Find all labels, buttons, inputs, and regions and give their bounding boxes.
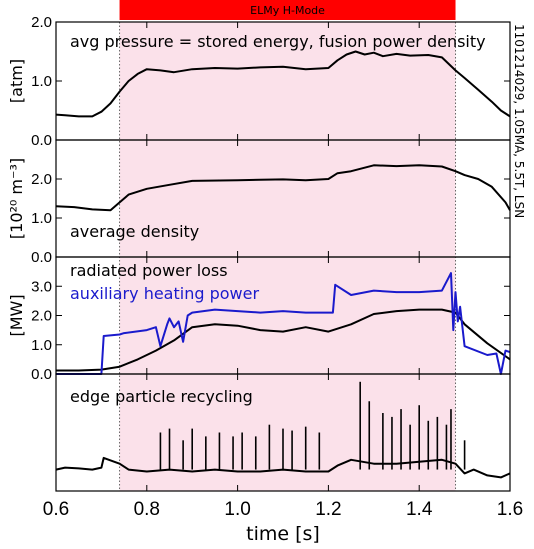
mode-bar: [119, 0, 456, 20]
y-tick-label-power-3: 3.0: [31, 278, 52, 295]
x-tick-label-0: 0.6: [43, 499, 69, 520]
annotation-recycling-0: edge particle recycling: [70, 387, 253, 406]
x-tick-label-3: 1.2: [315, 499, 341, 520]
panel-frame-recycling: [55, 373, 511, 492]
series-line-density-0: [55, 164, 511, 212]
y-axis-label-pressure: [atm]: [7, 59, 26, 103]
series-line-power-1: [56, 272, 511, 375]
y-tick-label-pressure-0: 0.0: [31, 132, 52, 149]
y-tick-label-power-0: 0.0: [31, 366, 52, 383]
x-tick-label-2: 1.0: [224, 499, 250, 520]
series-line-recycling-0: [55, 456, 511, 479]
mode-bar-label: ELMy H-Mode: [250, 4, 325, 17]
y-tick-label-pressure-2: 2.0: [31, 14, 52, 31]
y-tick-label-density-1: 1.0: [31, 210, 52, 227]
annotation-pressure-0: avg pressure = stored energy, fusion pow…: [70, 32, 486, 51]
y-tick-label-power-2: 2.0: [31, 308, 52, 325]
y-tick-label-pressure-1: 1.0: [31, 73, 52, 90]
annotation-power-1: auxiliary heating power: [70, 284, 259, 303]
panel-power: 0.0 1.0 2.0 3.0 [MW] radiated power loss auxil…: [7, 256, 511, 383]
y-tick-label-power-1: 1.0: [31, 337, 52, 354]
shot-info-label: 1101214029, 1.05MA, 5.5T, LSN: [512, 24, 526, 218]
x-tick-label-1: 0.8: [134, 499, 160, 520]
y-tick-label-density-2: 2.0: [31, 171, 52, 188]
series-line-power-0: [56, 308, 511, 372]
y-axis-label-power: [MW]: [7, 294, 26, 336]
series-line-pressure-0: [55, 50, 511, 118]
plot-panels: 0.0 1.0 2.0 [atm] avg pressure = stored ener…: [7, 14, 511, 492]
panel-recycling: edge particle recycling: [55, 373, 511, 492]
y-axis-label-density: [10²⁰ m⁻³]: [7, 158, 26, 239]
annotation-density-0: average density: [70, 222, 199, 241]
x-tick-label-5: 1.6: [497, 499, 523, 520]
panel-density: 0.0 1.0 2.0 [10²⁰ m⁻³] average density: [7, 139, 511, 266]
annotation-power-0: radiated power loss: [70, 261, 228, 280]
x-tick-label-4: 1.4: [406, 499, 433, 520]
x-axis-label: time [s]: [246, 523, 320, 545]
panel-pressure: 0.0 1.0 2.0 [atm] avg pressure = stored ener…: [7, 14, 511, 149]
y-tick-label-density-0: 0.0: [31, 249, 52, 266]
x-axis: 0.6 0.8 1.0 1.2 1.4 1.6: [43, 499, 523, 520]
